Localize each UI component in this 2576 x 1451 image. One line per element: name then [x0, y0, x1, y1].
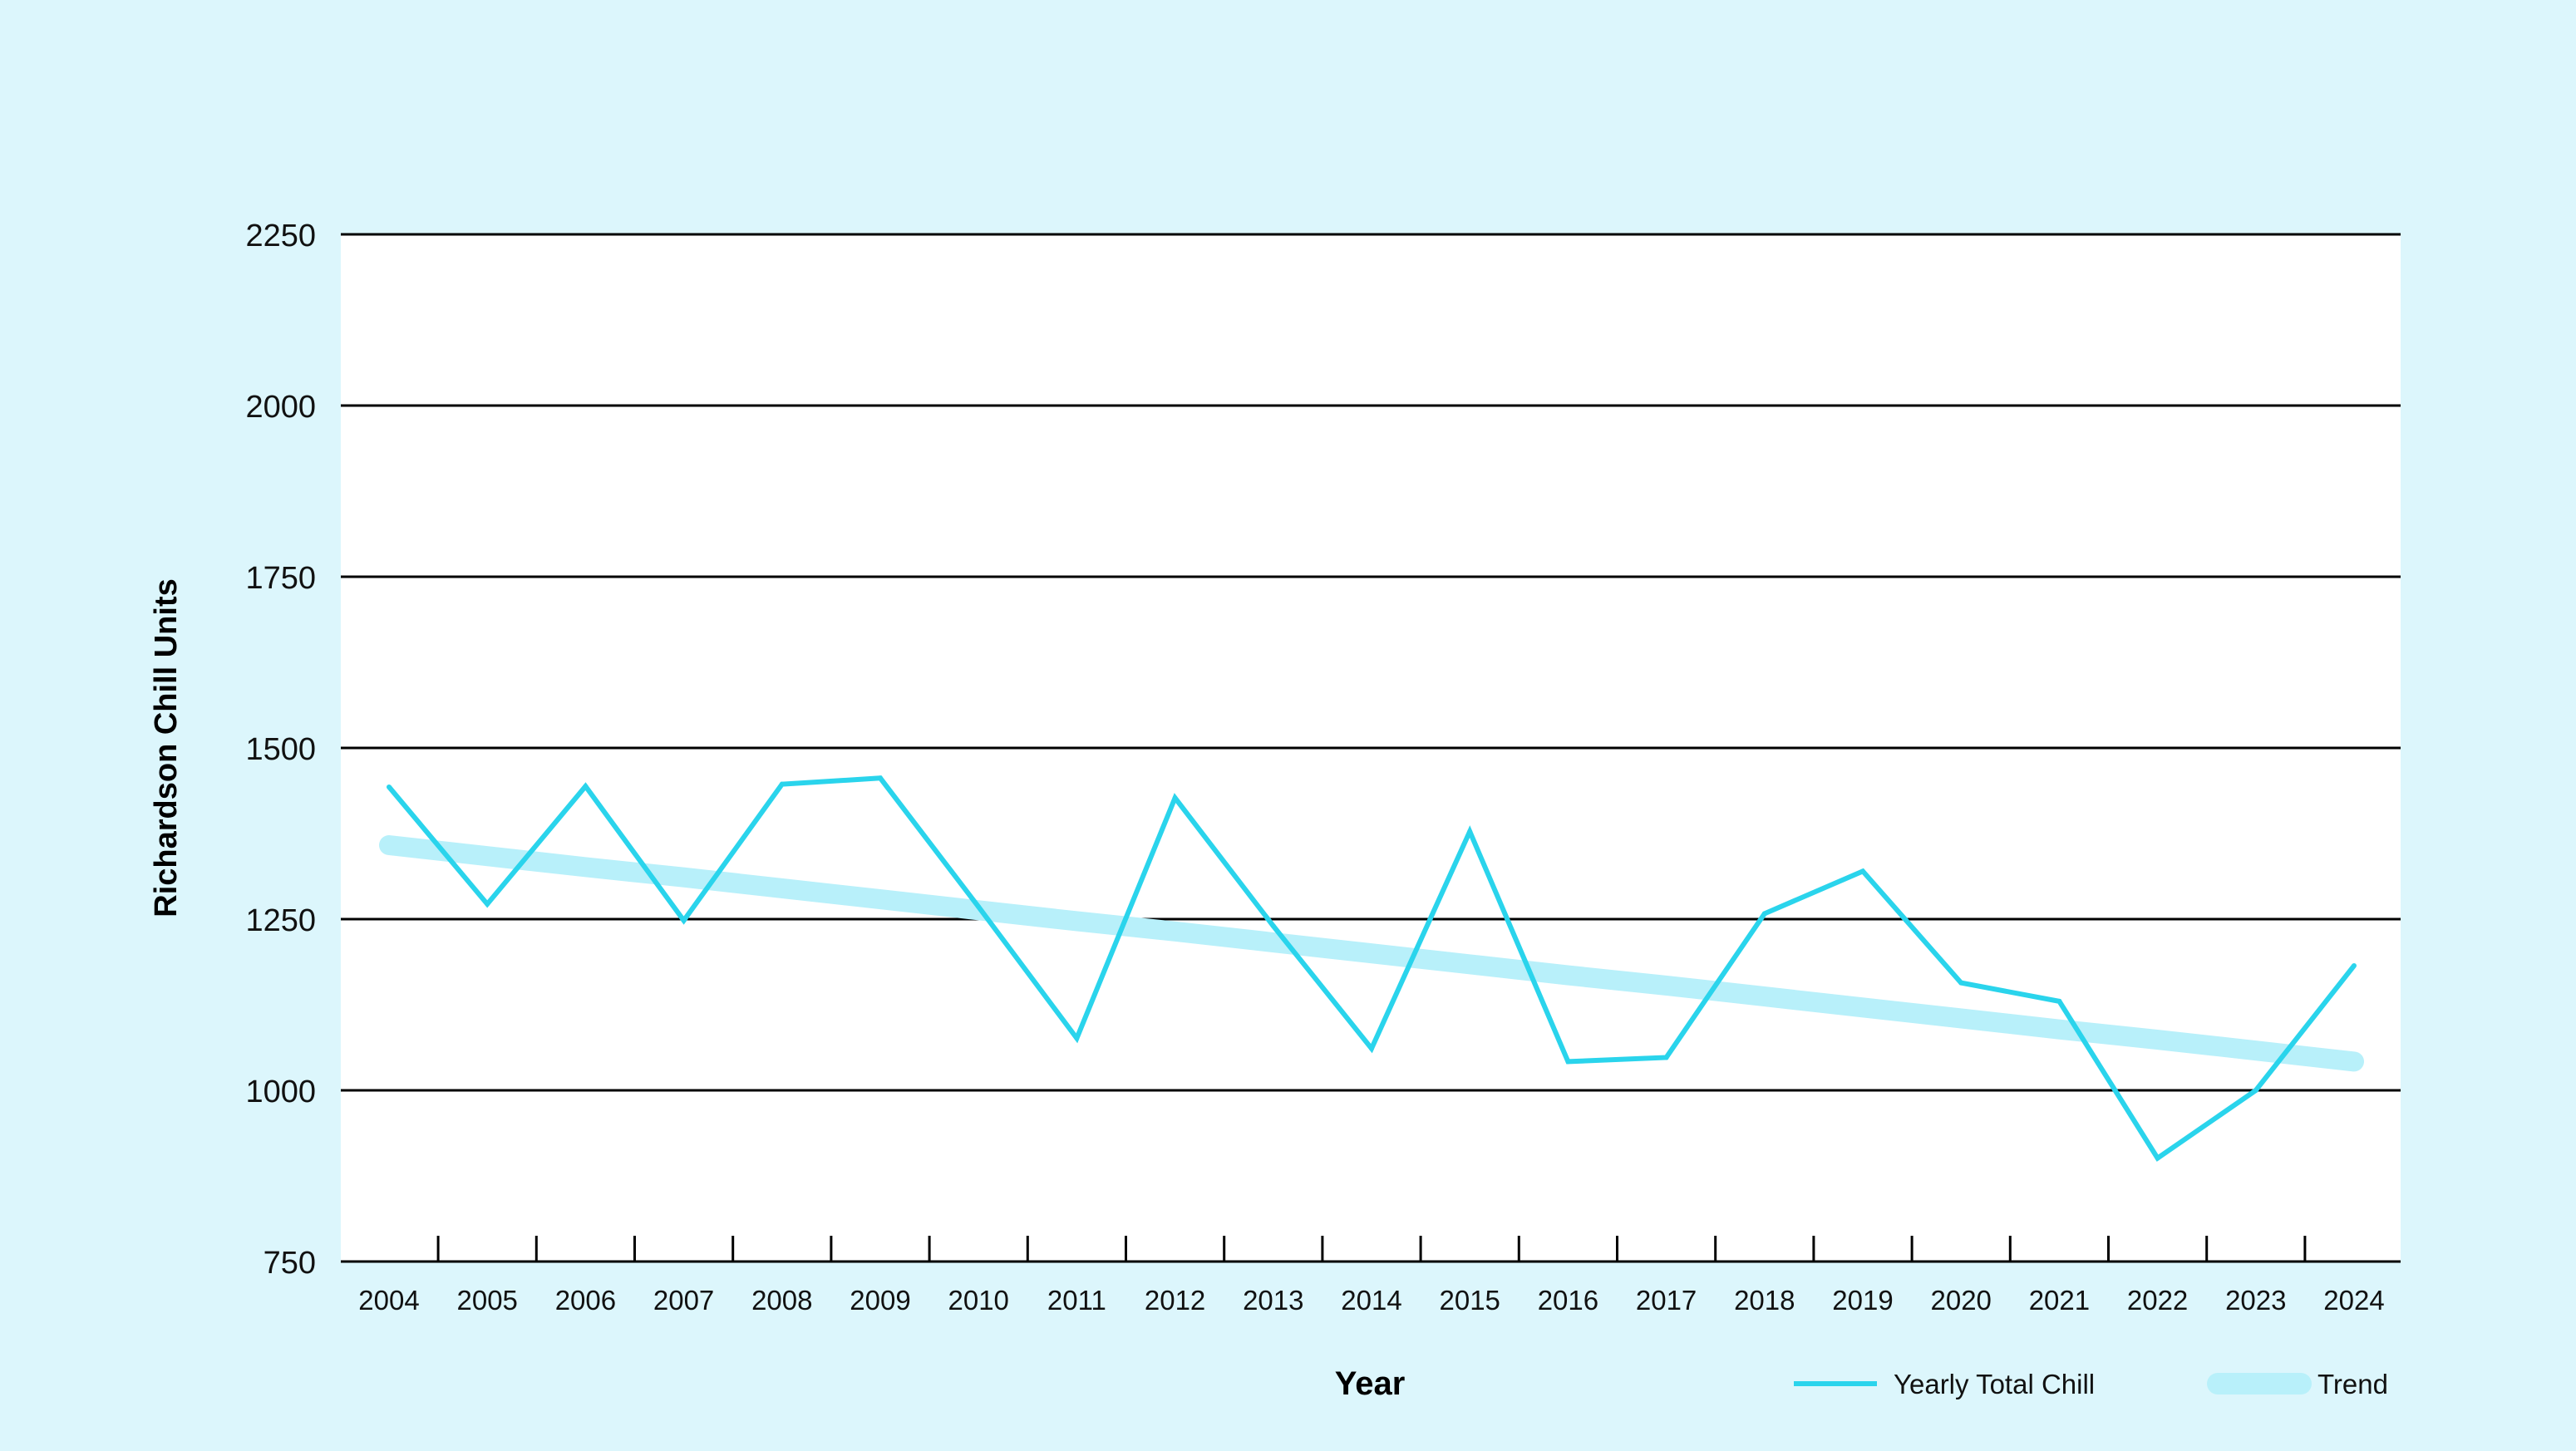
y-axis-title: Richardson Chill Units [149, 578, 184, 917]
x-tick-label-2022: 2022 [2127, 1285, 2188, 1316]
data-point-2009 [878, 775, 883, 781]
x-tick-label-2017: 2017 [1636, 1285, 1697, 1316]
y-tick-label-750: 750 [264, 1246, 316, 1281]
x-tick-label-2019: 2019 [1832, 1285, 1893, 1316]
data-point-2021 [2056, 998, 2062, 1004]
x-tick-label-2005: 2005 [456, 1285, 517, 1316]
y-tick-label-1500: 1500 [245, 732, 316, 767]
y-tick-label-1750: 1750 [245, 561, 316, 596]
data-point-2019 [1860, 868, 1865, 874]
x-tick-label-2015: 2015 [1439, 1285, 1500, 1316]
x-tick-label-2024: 2024 [2323, 1285, 2384, 1316]
x-tick-label-2009: 2009 [850, 1285, 910, 1316]
x-tick-label-2021: 2021 [2029, 1285, 2090, 1316]
x-tick-label-2007: 2007 [653, 1285, 714, 1316]
data-point-2005 [485, 901, 490, 907]
series-layer [379, 775, 2364, 1162]
y-axis-tick-labels: 750 1000 1250 1500 1750 2000 2250 [245, 219, 316, 1281]
data-point-2016 [1565, 1059, 1571, 1065]
x-tick-label-2018: 2018 [1734, 1285, 1795, 1316]
y-tick-label-1000: 1000 [245, 1075, 316, 1109]
legend: Yearly Total Chill Trend [1794, 1369, 2388, 1399]
data-point-2008 [779, 781, 785, 787]
data-point-2010 [976, 904, 982, 910]
data-point-2017 [1663, 1055, 1669, 1060]
data-point-2006 [583, 784, 589, 789]
data-point-2012 [1172, 795, 1178, 801]
series-line-trend [379, 835, 2364, 1072]
x-tick-label-2008: 2008 [751, 1285, 812, 1316]
x-tick-label-2016: 2016 [1538, 1285, 1598, 1316]
data-point-2014 [1369, 1045, 1374, 1051]
data-point-2013 [1270, 923, 1276, 929]
x-axis-ticks: 2004 2005 2006 2007 2008 2009 2010 2011 2012 2013… [358, 1236, 2385, 1316]
x-tick-label-2011: 2011 [1047, 1285, 1106, 1316]
data-point-2024 [2352, 963, 2357, 969]
data-point-2023 [2253, 1088, 2258, 1093]
x-tick-label-2012: 2012 [1145, 1285, 1205, 1316]
legend-label-trend: Trend [2317, 1369, 2388, 1399]
data-point-2022 [2155, 1155, 2160, 1161]
y-tick-label-1250: 1250 [245, 903, 316, 938]
data-point-2018 [1761, 911, 1767, 917]
data-point-2007 [681, 917, 687, 923]
x-tick-label-2014: 2014 [1341, 1285, 1401, 1316]
x-tick-label-2023: 2023 [2225, 1285, 2286, 1316]
x-tick-label-2020: 2020 [1930, 1285, 1991, 1316]
x-tick-label-2004: 2004 [358, 1285, 419, 1316]
legend-label-yearly-total-chill: Yearly Total Chill [1894, 1369, 2095, 1399]
data-point-2015 [1467, 829, 1473, 834]
y-tick-label-2000: 2000 [245, 390, 316, 425]
y-tick-label-2250: 2250 [245, 219, 316, 253]
x-tick-label-2006: 2006 [555, 1285, 616, 1316]
x-axis-title: Year [1335, 1365, 1406, 1402]
data-point-2004 [387, 784, 392, 789]
data-point-2011 [1074, 1035, 1080, 1041]
x-tick-label-2010: 2010 [948, 1285, 1008, 1316]
x-tick-label-2013: 2013 [1243, 1285, 1303, 1316]
data-point-2020 [1958, 980, 1964, 986]
